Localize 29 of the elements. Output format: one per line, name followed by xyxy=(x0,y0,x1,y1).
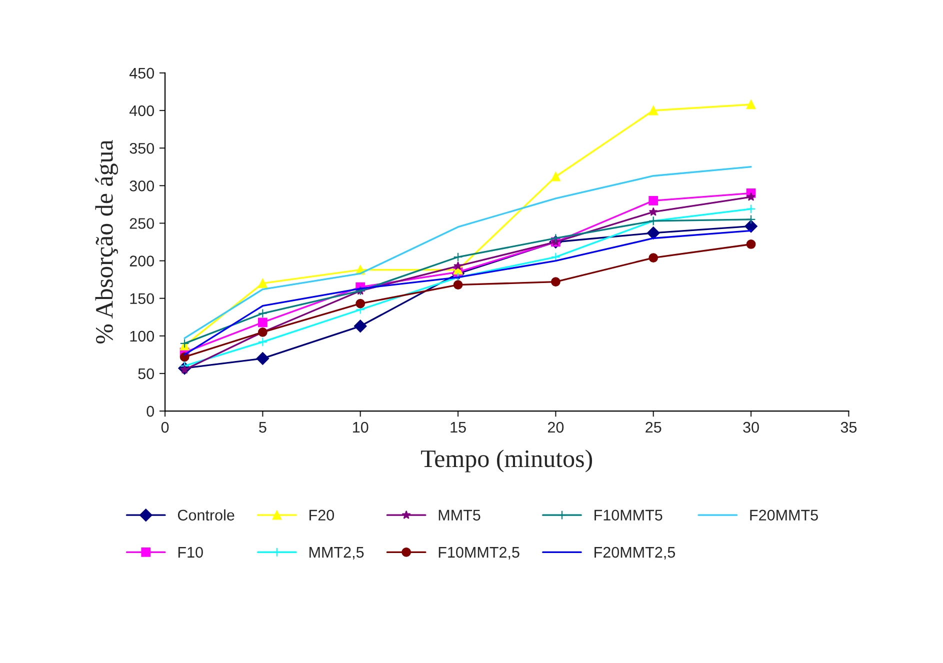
y-tick-label: 400 xyxy=(129,105,154,116)
x-tick-label: 15 xyxy=(450,422,466,433)
legend-label: F20MMT2,5 xyxy=(594,546,676,560)
y-tick-label: 250 xyxy=(130,218,154,229)
legend-label: MMT5 xyxy=(438,510,480,521)
y-axis-title: % Absorção de água xyxy=(95,140,118,344)
x-tick-label: 25 xyxy=(646,422,662,433)
legend-label: F20 xyxy=(310,510,334,521)
legend-label: F20MMT5 xyxy=(750,510,818,521)
y-tick-label: 50 xyxy=(138,368,154,380)
y-tick-label: 450 xyxy=(129,68,154,79)
x-axis-title: Tempo (minutos) xyxy=(421,450,592,472)
legend-label: F10MMT2,5 xyxy=(438,546,520,560)
y-tick-label: 150 xyxy=(130,293,154,304)
y-tick-label: 350 xyxy=(130,142,154,154)
legend-label: F10 xyxy=(178,546,203,558)
x-tick-label: 0 xyxy=(161,422,169,433)
x-tick-label: 5 xyxy=(259,422,266,433)
x-tick-label: 35 xyxy=(840,422,857,433)
legend-label: MMT2,5 xyxy=(310,546,364,560)
y-tick-label: 200 xyxy=(130,256,154,266)
x-tick-label: 30 xyxy=(743,422,759,433)
x-tick-label: 10 xyxy=(353,422,368,433)
y-tick-label: 300 xyxy=(130,180,154,192)
x-tick-label: 20 xyxy=(548,422,564,433)
legend-label: Controle xyxy=(178,509,234,521)
legend-label: F10MMT5 xyxy=(594,510,662,521)
y-tick-label: 0 xyxy=(146,406,154,417)
y-tick-label: 100 xyxy=(130,330,154,342)
